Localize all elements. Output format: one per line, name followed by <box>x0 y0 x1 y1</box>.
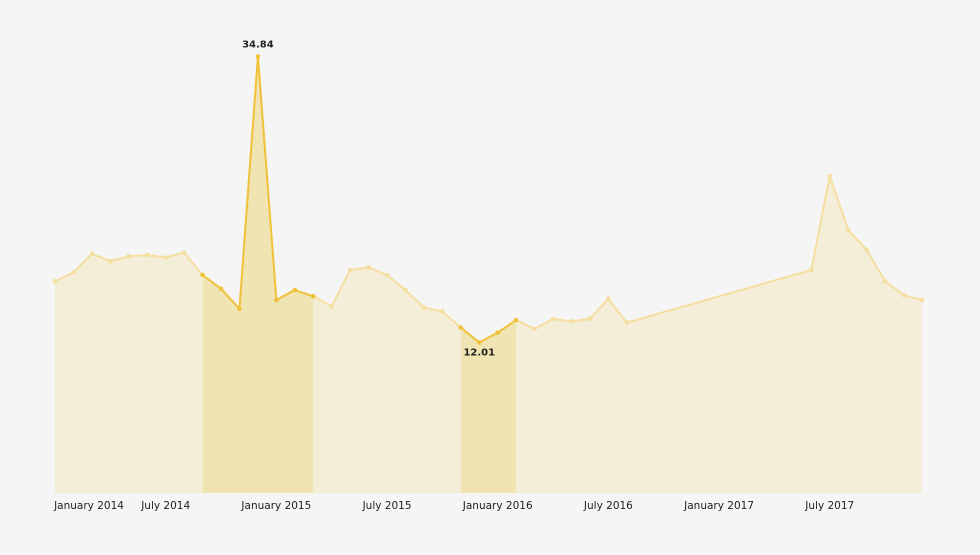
point <box>901 292 906 298</box>
point <box>384 272 390 278</box>
point <box>200 272 205 278</box>
highlight-line <box>460 319 517 344</box>
point <box>126 253 132 259</box>
x-tick-label: July 2014 <box>140 500 190 512</box>
point <box>108 258 113 264</box>
point <box>421 305 427 310</box>
point <box>52 278 58 284</box>
point <box>218 286 224 292</box>
point <box>458 325 464 330</box>
point <box>347 267 353 273</box>
point <box>403 287 408 293</box>
point <box>366 265 371 270</box>
x-tick-label: July 2015 <box>362 500 412 512</box>
highlight-area <box>460 320 517 493</box>
point <box>292 287 298 293</box>
x-tick-label: January 2014 <box>53 500 124 512</box>
point <box>89 251 95 257</box>
point <box>624 320 630 325</box>
point <box>513 317 519 323</box>
point <box>329 304 335 309</box>
point <box>495 330 501 335</box>
x-tick-label: January 2017 <box>683 500 754 512</box>
data-label: 34.84 <box>242 40 274 51</box>
point <box>606 296 611 302</box>
point <box>845 227 851 233</box>
point <box>181 250 187 255</box>
x-tick-label: January 2015 <box>240 500 311 512</box>
point <box>569 319 574 324</box>
x-tick-label: July 2016 <box>583 500 633 512</box>
point <box>919 297 925 303</box>
point <box>864 247 869 253</box>
point <box>532 326 537 332</box>
point <box>476 340 482 345</box>
point <box>163 255 168 260</box>
point <box>827 173 833 179</box>
point <box>882 278 888 284</box>
point <box>255 54 261 59</box>
x-tick-label: July 2017 <box>804 500 854 512</box>
data-label: 12.01 <box>463 348 495 359</box>
point <box>809 267 814 273</box>
x-tick-label: January 2016 <box>462 500 533 512</box>
point <box>440 309 445 314</box>
point <box>550 316 556 322</box>
point <box>144 252 150 258</box>
point <box>274 297 279 303</box>
point <box>71 270 76 275</box>
point <box>310 294 316 299</box>
point <box>237 306 242 312</box>
point <box>587 316 593 322</box>
highlight-area <box>202 56 314 493</box>
